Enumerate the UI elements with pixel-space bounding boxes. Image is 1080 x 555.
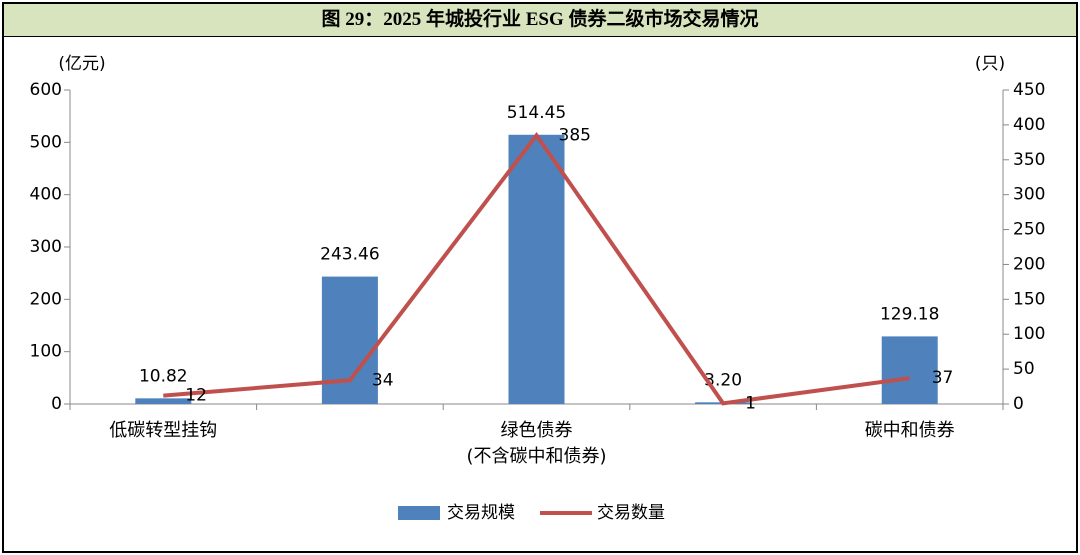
- line-value-label: 385: [559, 125, 591, 145]
- bar: [881, 336, 938, 404]
- y2-tick-label: 450: [1013, 80, 1045, 100]
- y-axis-label: (亿元): [58, 54, 105, 74]
- y-tick-label: 100: [30, 342, 62, 362]
- line-value-label: 1: [745, 393, 756, 413]
- bar-value-label: 243.46: [320, 245, 379, 265]
- y2-tick-label: 50: [1013, 359, 1035, 379]
- line-value-label: 34: [372, 370, 394, 390]
- bar: [135, 398, 192, 404]
- y-tick-label: 0: [51, 394, 62, 414]
- x-tick-label: 低碳转型挂钩: [109, 420, 218, 441]
- y2-axis-label: (只): [975, 54, 1005, 74]
- line: [163, 131, 910, 406]
- y-tick-label: 600: [30, 80, 62, 100]
- y2-tick-label: 200: [1013, 254, 1045, 274]
- line-value-label: 37: [932, 368, 954, 388]
- y-tick-label: 400: [30, 185, 62, 205]
- bar-value-label: 129.18: [880, 304, 939, 324]
- y2-tick-label: 250: [1013, 220, 1045, 240]
- bar: [321, 276, 378, 404]
- y-tick-label: 500: [30, 132, 62, 152]
- x-tick-label: 绿色债券 (不含碳中和债券): [466, 420, 607, 467]
- legend-label: 交易数量: [597, 503, 665, 523]
- y2-tick-label: 300: [1013, 185, 1045, 205]
- bar-value-label: 10.82: [139, 366, 188, 386]
- line-value-label: 12: [185, 386, 207, 406]
- legend-swatch: [398, 506, 440, 520]
- y2-tick-label: 350: [1013, 150, 1045, 170]
- bar-value-label: 514.45: [507, 103, 566, 123]
- bar: [508, 134, 565, 404]
- bar-value-label: 3.20: [704, 370, 742, 390]
- y2-tick-label: 100: [1013, 324, 1045, 344]
- y-tick-label: 300: [30, 237, 62, 257]
- y2-tick-label: 150: [1013, 289, 1045, 309]
- y2-tick-label: 0: [1013, 394, 1024, 414]
- y2-tick-label: 400: [1013, 115, 1045, 135]
- y-tick-label: 200: [30, 289, 62, 309]
- chart-title: 图 29：2025 年城投行业 ESG 债券二级市场交易情况: [2, 2, 1078, 37]
- legend-label: 交易规模: [447, 503, 515, 523]
- x-tick-label: 碳中和债券: [864, 420, 955, 441]
